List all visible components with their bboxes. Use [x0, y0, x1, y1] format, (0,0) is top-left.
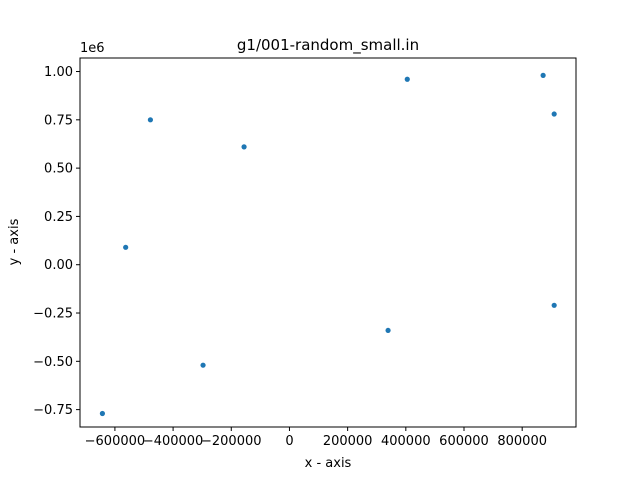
x-tick-label: 200000 — [323, 434, 373, 449]
data-point — [241, 144, 247, 150]
y-axis-ticks: −0.75 −0.50 −0.25 0.00 0.25 0.50 0.75 1.00 — [33, 65, 80, 418]
x-tick-label: 600000 — [439, 434, 489, 449]
chart-title: g1/001-random_small.in — [237, 36, 419, 55]
y-tick-label: 0.00 — [44, 258, 73, 273]
data-point — [404, 76, 410, 82]
y-tick-label: −0.25 — [33, 307, 73, 322]
x-axis-label: x - axis — [305, 456, 352, 471]
data-point — [123, 244, 129, 250]
data-point — [551, 111, 557, 117]
y-axis-multiplier: 1e6 — [80, 41, 105, 56]
y-tick-label: −0.75 — [33, 403, 73, 418]
x-axis-ticks: −600000−400000−200000 0 200000 400000 600000… — [85, 427, 547, 449]
x-tick-label: −400000 — [143, 434, 204, 449]
x-tick-label: 400000 — [381, 434, 431, 449]
x-tick-label: −200000 — [201, 434, 262, 449]
data-point — [385, 327, 391, 334]
y-tick-label: −0.50 — [33, 355, 73, 370]
data-point — [540, 72, 546, 78]
plot-frame — [79, 57, 577, 428]
y-tick-label: 1.00 — [44, 65, 73, 80]
x-tick-label: 800000 — [497, 434, 547, 449]
y-tick-label: 0.50 — [44, 162, 73, 177]
y-axis-label: y - axis — [7, 218, 22, 265]
y-tick-label: 0.25 — [44, 210, 73, 225]
data-point — [147, 117, 153, 123]
data-point — [99, 410, 105, 417]
data-points — [99, 72, 557, 417]
x-tick-label: 0 — [285, 434, 293, 449]
y-tick-label: 0.75 — [44, 113, 73, 128]
data-point — [200, 362, 206, 368]
data-point — [551, 302, 557, 308]
x-tick-label: −600000 — [85, 434, 146, 449]
